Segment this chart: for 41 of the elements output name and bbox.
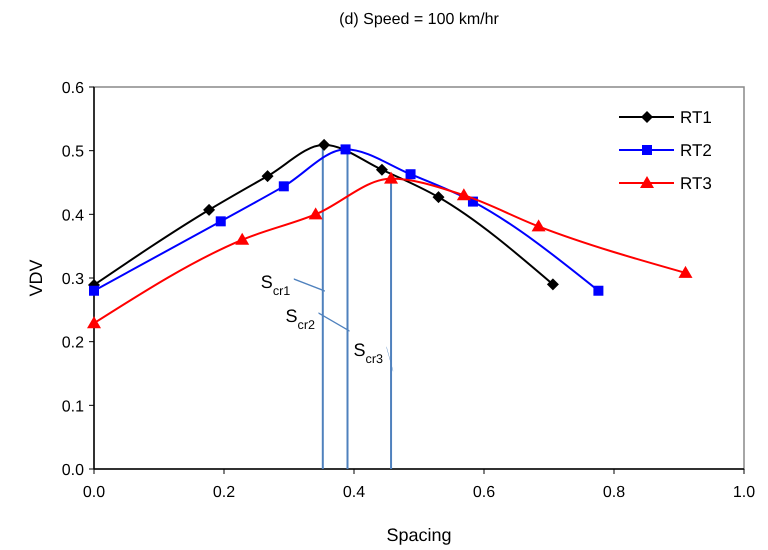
point (593, 286, 604, 296)
point (308, 207, 323, 220)
x-tick-label: 0.6 (472, 484, 496, 501)
x-tick-label: 1.0 (732, 484, 756, 501)
x-tick-label: 0.4 (342, 484, 366, 501)
y-tick-label: 0.2 (62, 334, 84, 352)
ref-line-label: S$_{cr3}$ (354, 340, 384, 366)
point (384, 172, 398, 184)
point (203, 204, 216, 216)
y-axis-title: VDV (26, 259, 46, 297)
point (406, 169, 416, 180)
ref-line-label: S$_{cr1}$ (260, 272, 290, 298)
point (318, 138, 330, 151)
point (532, 219, 546, 232)
y-tick-label: 0.5 (62, 144, 84, 161)
legend-label: RT2 (680, 141, 712, 160)
point (278, 181, 289, 192)
legend-label: RT3 (680, 174, 712, 193)
point (235, 232, 250, 245)
point (262, 170, 274, 182)
y-tick-label: 0.4 (62, 207, 84, 224)
point (87, 316, 101, 328)
legend-label: RT1 (680, 108, 712, 127)
y-tick-label: 0.3 (62, 271, 84, 288)
x-axis-title: Spacing (386, 525, 452, 545)
point (89, 286, 99, 296)
ref-line-label: S$_{cr2}$ (286, 306, 316, 332)
point (678, 266, 692, 278)
point (340, 144, 351, 154)
y-tick-label: 0.1 (62, 398, 84, 416)
x-tick-label: 0.2 (212, 484, 236, 501)
point (376, 164, 388, 176)
chart-title: (d) Speed = 100 km/hr (339, 11, 500, 28)
point (456, 188, 471, 200)
y-tick-label: 0.0 (62, 462, 84, 479)
x-tick-label: 0.8 (602, 484, 626, 501)
point (216, 216, 226, 226)
y-tick-label: 0.6 (62, 80, 84, 97)
x-tick-label: 0.0 (82, 484, 106, 501)
point (546, 278, 559, 290)
point (432, 191, 444, 204)
